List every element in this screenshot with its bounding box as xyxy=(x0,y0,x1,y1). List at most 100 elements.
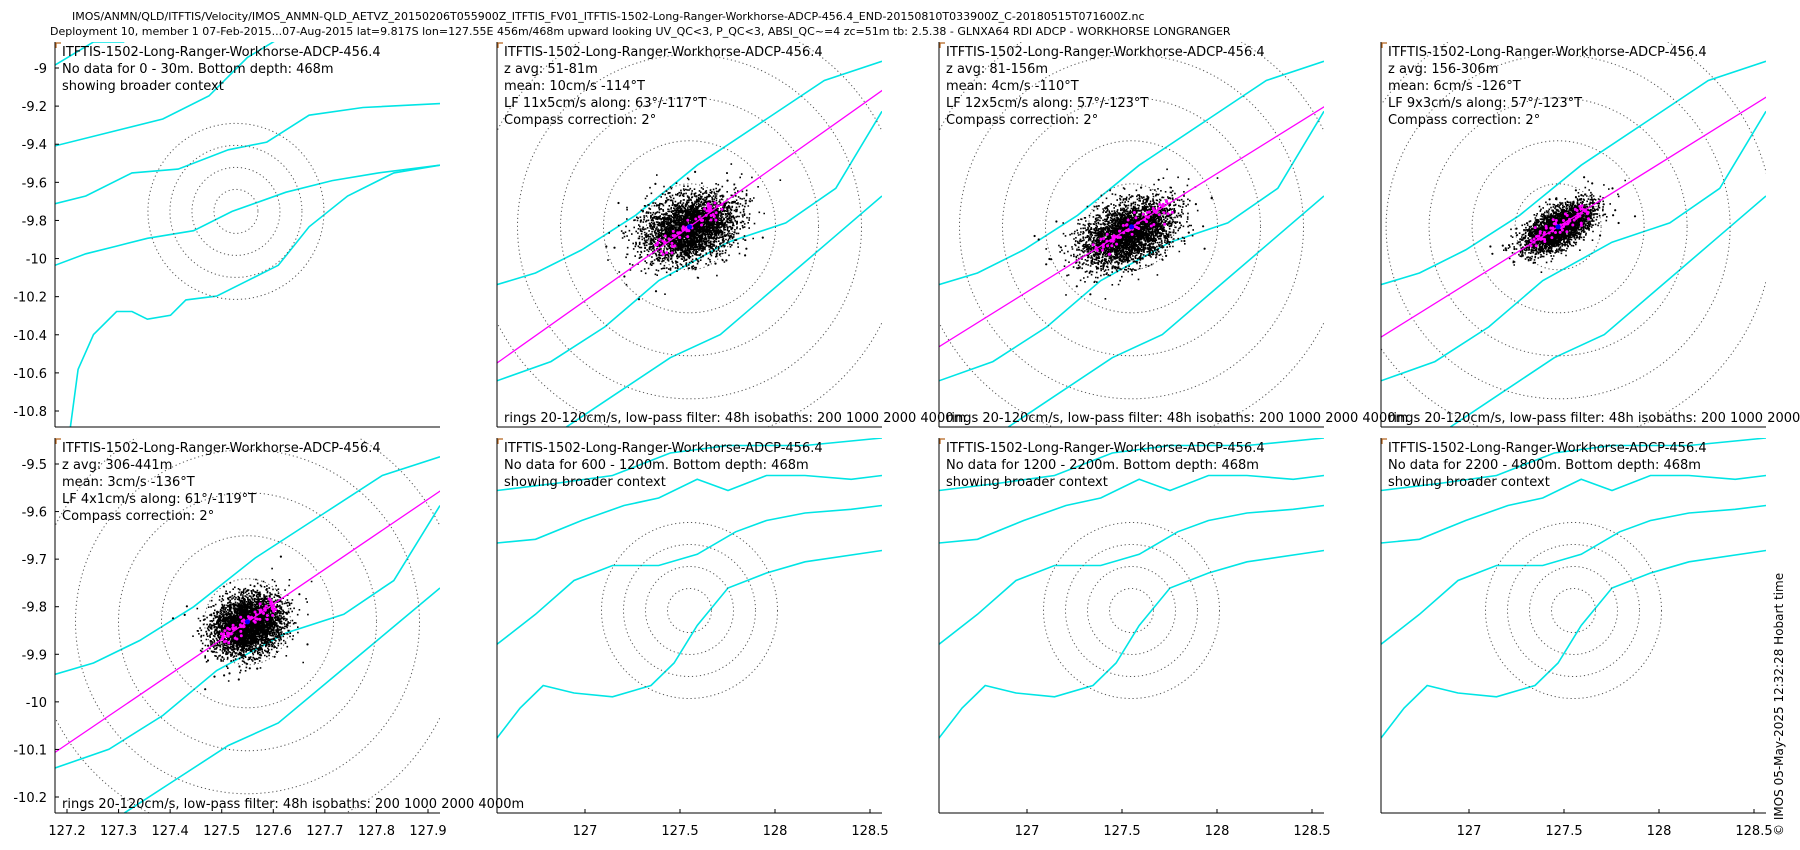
lowpass-point xyxy=(253,610,257,614)
lowpass-point xyxy=(1537,234,1541,238)
lowpass-point xyxy=(232,627,236,631)
panel-footer: rings 20-120cm/s, low-pass filter: 48h i… xyxy=(62,797,524,812)
lowpass-point xyxy=(1102,237,1106,240)
panel-row1-col4: ITFTIS-1502-Long-Ranger-Workhorse-ADCP-4… xyxy=(1380,42,1800,428)
lowpass-point xyxy=(1562,219,1565,222)
panel-annotation: mean: 10cm/s -114°T xyxy=(504,79,645,94)
y-tick-label: -10 xyxy=(26,253,47,268)
velocity-ring xyxy=(646,183,733,271)
panel-annotation: Compass correction: 2° xyxy=(62,509,214,524)
outlier-point xyxy=(613,246,616,249)
lowpass-point xyxy=(258,610,262,614)
outlier-point xyxy=(1515,227,1518,230)
outlier-point xyxy=(1089,270,1092,273)
lowpass-point xyxy=(1534,244,1538,248)
outlier-point xyxy=(171,617,175,620)
outlier-point xyxy=(1075,285,1078,288)
outlier-point xyxy=(1142,227,1145,230)
north-corner-mark xyxy=(939,42,945,48)
lowpass-point xyxy=(1102,243,1105,246)
lowpass-point xyxy=(687,229,691,233)
lowpass-point xyxy=(1562,225,1565,228)
lowpass-point xyxy=(1105,232,1109,236)
lowpass-point xyxy=(265,617,269,621)
outlier-point xyxy=(229,641,233,644)
lowpass-point xyxy=(1112,237,1116,241)
isobath-line xyxy=(497,60,882,286)
outlier-point xyxy=(694,170,697,173)
panel-annotation: z avg: 51-81m xyxy=(504,62,598,77)
lowpass-point xyxy=(1549,226,1553,230)
lowpass-point xyxy=(659,249,663,253)
x-tick-label: 127.5 xyxy=(203,824,240,839)
lowpass-point xyxy=(714,211,718,215)
outlier-point xyxy=(1513,247,1516,251)
lowpass-point xyxy=(235,637,239,641)
outlier-point xyxy=(697,260,700,263)
outlier-point xyxy=(707,193,711,196)
lowpass-point xyxy=(1554,219,1558,222)
panel-annotation: Compass correction: 2° xyxy=(504,113,656,128)
panel-annotation: ITFTIS-1502-Long-Ranger-Workhorse-ADCP-4… xyxy=(504,45,823,60)
lowpass-point xyxy=(227,641,231,645)
lowpass-point xyxy=(709,214,713,217)
panel-row2-col3: 127 127.5 128 128.5 ITFTIS-1502-Long-Ranger-… xyxy=(938,438,1331,839)
outlier-point xyxy=(725,259,728,262)
lowpass-point xyxy=(264,604,268,608)
x-tick-label: 127.5 xyxy=(1103,824,1140,839)
velocity-ring xyxy=(1385,54,1731,400)
isobath-line xyxy=(1381,60,1766,286)
velocity-scatter xyxy=(192,567,313,682)
lowpass-point xyxy=(1536,237,1540,241)
outlier-point xyxy=(210,640,213,643)
outlier-point xyxy=(1602,203,1605,206)
lowpass-point xyxy=(1529,244,1533,248)
outlier-point xyxy=(714,262,717,265)
outlier-point xyxy=(183,613,186,617)
outlier-point xyxy=(744,254,747,257)
lowpass-point xyxy=(267,597,271,601)
lowpass-point xyxy=(1095,248,1099,252)
isobath-line xyxy=(497,504,882,645)
lowpass-point xyxy=(1099,237,1103,241)
lowpass-point xyxy=(670,241,674,245)
lowpass-point xyxy=(228,627,231,631)
outlier-point xyxy=(1633,215,1637,218)
lowpass-point xyxy=(683,227,687,231)
lowpass-point xyxy=(1109,238,1113,242)
lowpass-point xyxy=(1529,239,1533,243)
lowpass-point xyxy=(1132,211,1136,214)
lowpass-point xyxy=(1532,237,1536,241)
lowpass-point xyxy=(1115,242,1119,246)
outlier-point xyxy=(237,653,240,656)
outlier-point xyxy=(1527,228,1530,231)
lowpass-point xyxy=(681,225,685,229)
outlier-point xyxy=(1583,176,1586,179)
outlier-point xyxy=(1555,249,1558,252)
velocity-ring xyxy=(1485,522,1662,699)
outlier-point xyxy=(1194,203,1197,206)
outlier-point xyxy=(1165,254,1168,257)
outlier-point xyxy=(1580,194,1583,197)
x-tick-label: 127.6 xyxy=(255,824,292,839)
lowpass-point xyxy=(668,237,671,241)
lowpass-point xyxy=(1101,248,1104,252)
velocity-ring xyxy=(204,578,291,666)
outlier-point xyxy=(1612,214,1615,217)
lowpass-point xyxy=(686,218,690,222)
panel-annotation: No data for 2200 - 4800m. Bottom depth: … xyxy=(1388,458,1701,473)
lowpass-point xyxy=(1574,216,1578,220)
lowpass-point xyxy=(1130,232,1134,236)
y-tick-label: -10.6 xyxy=(13,367,47,382)
outlier-point xyxy=(185,605,188,608)
outlier-point xyxy=(279,555,282,558)
panel-row1-col1: -9 -9.2 -9.4 -9.6 -9.8 -10 -10.2 -10.4 -10.6 -10.… xyxy=(13,42,440,428)
panel-annotation: showing broader context xyxy=(504,475,666,490)
lowpass-point xyxy=(1121,224,1125,227)
outlier-point xyxy=(659,257,662,260)
lowpass-point xyxy=(250,615,253,619)
lowpass-point xyxy=(709,218,713,222)
outlier-point xyxy=(1089,293,1092,296)
x-tick-label: 128 xyxy=(1647,824,1672,839)
file-path-title: IMOS/ANMN/QLD/ITFTIS/Velocity/IMOS_ANMN-… xyxy=(72,10,1145,23)
